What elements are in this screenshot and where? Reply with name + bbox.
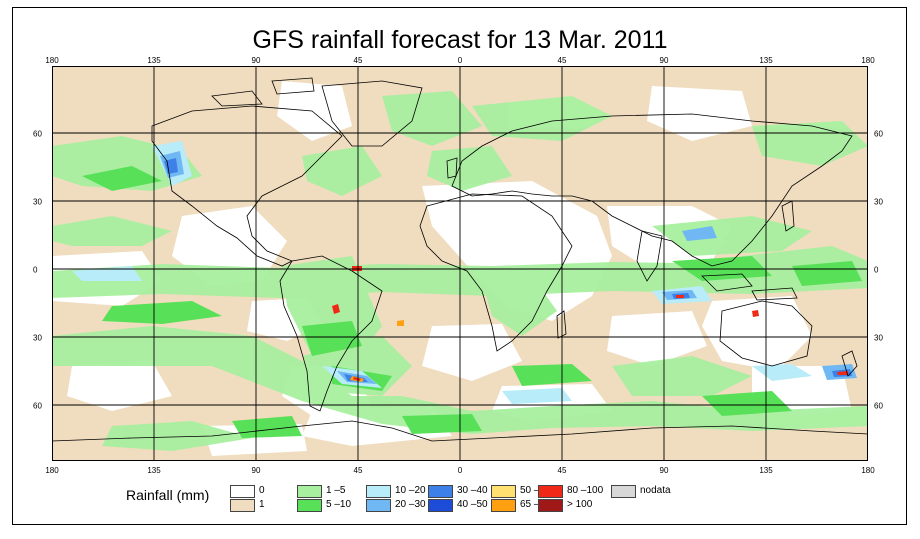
lon-label-top-3: 45 [353,56,363,65]
lon-label-bottom-6: 90 [659,466,669,475]
lat-label-left-3: 30 [33,333,42,343]
lon-label-top-4: 0 [457,56,463,65]
lat-label-right-1: 30 [874,197,883,207]
rain-heavy [332,266,848,382]
legend-label-8: 50 –65 [520,485,551,496]
legend-label-2: 1 –5 [326,485,346,496]
lon-label-bottom-1: 135 [147,466,161,475]
lat-label-left-2: 0 [33,265,38,275]
lat-label-left-4: 60 [33,401,42,411]
legend-label-6: 30 –40 [457,485,488,496]
legend-swatch-11 [538,499,563,512]
coastlines [52,77,868,442]
legend-swatch-1 [230,499,255,512]
lon-label-bottom-0: 180 [45,466,59,475]
legend-label-10: 80 –100 [567,485,604,496]
lon-label-top-8: 180 [861,56,875,65]
legend-swatch-10 [538,485,563,498]
lon-label-top-6: 90 [659,56,669,65]
legend-swatch-4 [366,485,391,498]
legend-label-0: 0 [259,485,265,496]
map-border [52,66,868,461]
legend-swatch-3 [297,499,322,512]
lon-label-bottom-8: 180 [861,466,875,475]
legend-label-4: 10 –20 [395,485,426,496]
legend-swatch-12 [611,485,636,498]
legend-swatch-8 [491,485,516,498]
legend-label-11: > 100 [567,499,593,510]
rainfall-map [52,66,868,461]
lon-label-bottom-2: 90 [251,466,261,475]
graticule [52,66,868,461]
map-title: GFS rainfall forecast for 13 Mar. 2011 [252,26,668,54]
legend-swatch-0 [230,485,255,498]
legend-title: Rainfall (mm) [126,487,210,503]
lon-label-top-5: 45 [557,56,567,65]
legend-label-12: nodata [640,485,671,496]
legend-swatch-7 [428,499,453,512]
lat-label-left-0: 60 [33,129,42,139]
legend-label-3: 5 –10 [326,499,352,510]
legend-label-5: 20 –30 [395,499,426,510]
lon-label-bottom-3: 45 [353,466,363,475]
lon-label-top-1: 135 [147,56,161,65]
lat-label-left-1: 30 [33,197,42,207]
legend-label-9: 65 –80 [520,499,551,510]
legend-swatch-5 [366,499,391,512]
legend-label-7: 40 –50 [457,499,488,510]
legend-swatch-2 [297,485,322,498]
lon-label-bottom-4: 0 [457,466,463,475]
lon-label-top-0: 180 [45,56,59,65]
legend-swatch-6 [428,485,453,498]
legend-swatch-9 [491,499,516,512]
lat-label-right-0: 60 [874,129,883,139]
lon-label-bottom-5: 45 [557,466,567,475]
rain-5-10 [82,166,862,438]
legend-label-1: 1 [259,499,265,510]
lat-label-right-2: 0 [874,265,879,275]
lat-label-right-3: 30 [874,333,883,343]
lon-label-bottom-7: 135 [759,466,773,475]
lon-label-top-2: 90 [251,56,261,65]
lon-label-top-7: 135 [759,56,773,65]
lat-label-right-4: 60 [874,401,883,411]
